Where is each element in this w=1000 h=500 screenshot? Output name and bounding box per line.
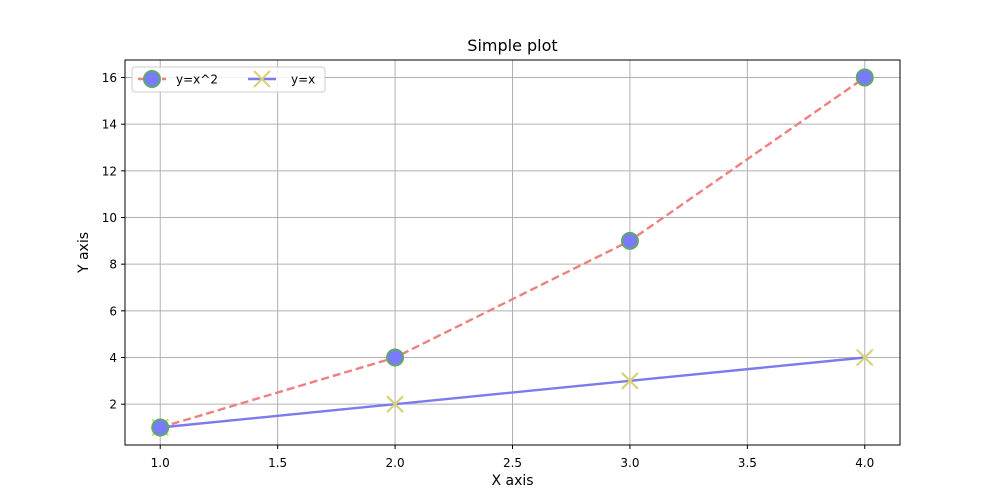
chart-title: Simple plot — [467, 36, 557, 55]
x-tick-label: 3.0 — [620, 456, 639, 470]
x-marker-stroke — [253, 70, 271, 88]
x-marker-stroke — [386, 395, 404, 413]
legend-label: y=x^2 — [176, 73, 218, 87]
x-axis-label: X axis — [491, 473, 533, 489]
data-point — [386, 348, 405, 367]
y-axis-label: Y axis — [76, 232, 92, 274]
data-point — [620, 231, 639, 250]
x-tick-label: 2.0 — [386, 456, 405, 470]
legend: y=x^2 y=x — [131, 66, 326, 93]
x-tick-label: 3.5 — [738, 456, 757, 470]
data-point — [855, 348, 874, 367]
legend-label: y=x — [291, 73, 315, 87]
y-tick-label: 2 — [109, 398, 117, 412]
x-tick-label: 2.5 — [503, 456, 522, 470]
y-tick-label: 10 — [102, 211, 117, 225]
series-line — [159, 76, 866, 429]
legend-marker — [143, 70, 161, 88]
x-marker-stroke — [855, 348, 874, 367]
x-axis: 1.0 1.5 2.0 2.5 3.0 3.5 4.0 — [151, 445, 874, 470]
x-tick-label: 4.0 — [855, 456, 874, 470]
series-layer — [151, 68, 874, 437]
y-tick-label: 14 — [102, 118, 117, 132]
data-point — [855, 68, 874, 87]
data-point — [621, 372, 639, 390]
x-tick-label: 1.0 — [151, 456, 170, 470]
y-tick-label: 6 — [109, 304, 117, 318]
y-tick-label: 12 — [102, 164, 117, 178]
legend-frame — [131, 66, 326, 93]
x-marker-stroke — [621, 372, 639, 390]
series-y-x-squared — [151, 68, 874, 437]
y-axis: 2 4 6 8 10 12 14 16 — [102, 71, 125, 412]
y-tick-label: 4 — [109, 351, 117, 365]
x-tick-label: 1.5 — [268, 456, 287, 470]
grid — [125, 60, 900, 445]
data-point — [386, 395, 404, 413]
data-point — [151, 418, 170, 437]
y-tick-label: 16 — [102, 71, 117, 85]
y-tick-label: 8 — [109, 258, 117, 272]
series-line — [160, 356, 865, 429]
legend-marker — [253, 70, 271, 88]
